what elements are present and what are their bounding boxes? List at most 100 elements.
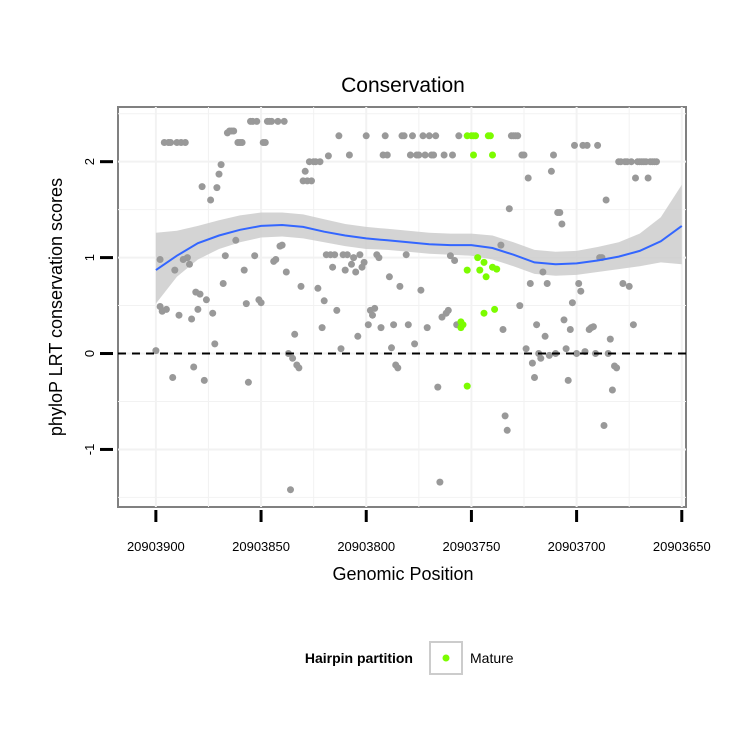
data-point xyxy=(350,254,358,262)
data-point xyxy=(375,254,383,262)
data-point-mature xyxy=(480,309,488,317)
legend-label-mature: Mature xyxy=(470,650,514,666)
data-point xyxy=(200,376,208,384)
data-point xyxy=(268,117,276,125)
data-point xyxy=(543,280,551,287)
data-point xyxy=(295,364,303,372)
data-point xyxy=(575,280,583,287)
data-point xyxy=(362,132,370,140)
x-tick-label: 20903850 xyxy=(232,539,290,554)
data-point xyxy=(209,309,217,317)
data-point xyxy=(503,426,511,434)
y-tick-label: 2 xyxy=(82,158,97,165)
data-point-mature xyxy=(470,151,477,159)
data-point xyxy=(314,284,322,292)
smooth-fit-line xyxy=(155,223,683,271)
data-point xyxy=(436,478,444,486)
data-point xyxy=(388,344,395,352)
data-point xyxy=(352,268,360,276)
data-point xyxy=(217,161,225,169)
data-point xyxy=(240,266,248,274)
data-point xyxy=(520,151,528,159)
data-point xyxy=(564,376,572,384)
data-point xyxy=(280,117,288,125)
x-tick-label: 20903750 xyxy=(443,539,501,554)
data-point xyxy=(541,332,549,340)
grid xyxy=(118,107,686,507)
data-point xyxy=(253,117,261,125)
data-point xyxy=(425,132,433,140)
x-axis: 20903900 20903850 20903800 20903750 20903700… xyxy=(127,510,711,554)
data-point xyxy=(556,209,564,216)
x-tick-label: 20903800 xyxy=(337,539,395,554)
data-point-mature xyxy=(457,324,465,332)
data-point xyxy=(449,151,456,159)
data-point-mature xyxy=(463,266,471,274)
data-point xyxy=(501,412,509,420)
data-point xyxy=(537,354,545,362)
data-point xyxy=(411,340,419,348)
data-point xyxy=(331,251,339,259)
data-point xyxy=(171,266,179,274)
y-tick-label: 1 xyxy=(82,254,97,261)
legend-key-mature xyxy=(442,654,450,662)
data-point xyxy=(627,158,635,166)
data-point xyxy=(230,127,238,135)
data-point xyxy=(406,151,414,159)
data-point xyxy=(547,167,555,175)
data-point xyxy=(402,251,410,259)
data-point xyxy=(196,290,204,298)
data-point xyxy=(419,132,427,140)
data-point xyxy=(446,252,454,260)
data-point xyxy=(219,280,227,287)
data-point xyxy=(354,332,362,340)
data-point xyxy=(600,422,608,429)
data-point xyxy=(602,196,610,204)
x-axis-title: Genomic Position xyxy=(332,564,473,584)
data-point xyxy=(221,252,229,260)
data-point-mature xyxy=(476,266,484,274)
data-point xyxy=(301,167,309,175)
data-point-mature xyxy=(491,305,499,313)
data-point xyxy=(297,282,305,290)
data-point xyxy=(571,141,578,149)
data-point-mature xyxy=(472,132,480,140)
data-point-mature xyxy=(486,132,494,140)
data-point xyxy=(451,257,459,264)
data-point xyxy=(573,350,581,357)
data-point xyxy=(215,170,223,178)
data-point xyxy=(539,268,547,276)
data-point-mature xyxy=(480,258,488,266)
data-point xyxy=(211,340,219,348)
data-point xyxy=(568,299,576,307)
data-point xyxy=(329,263,337,271)
data-point xyxy=(385,273,393,281)
data-point xyxy=(202,296,210,304)
data-point-mature xyxy=(463,382,471,390)
data-point xyxy=(190,363,198,371)
data-point xyxy=(417,286,425,294)
data-point xyxy=(653,158,660,166)
data-point xyxy=(444,306,452,314)
y-axis-title: phyloP LRT conservation scores xyxy=(46,178,66,436)
y-tick-label: 0 xyxy=(82,350,97,357)
data-point xyxy=(364,321,372,329)
data-point xyxy=(566,326,574,333)
data-point xyxy=(499,326,507,333)
data-point xyxy=(238,139,246,146)
data-point xyxy=(232,236,240,244)
data-point xyxy=(257,299,265,307)
data-point xyxy=(550,151,557,159)
data-point xyxy=(287,486,294,494)
data-point xyxy=(533,321,541,329)
x-tick-label: 20903700 xyxy=(548,539,606,554)
data-point-mature xyxy=(482,273,490,281)
data-point xyxy=(251,252,259,260)
data-point xyxy=(337,345,345,353)
data-point xyxy=(562,345,570,353)
x-tick-label: 20903650 xyxy=(653,539,711,554)
data-point xyxy=(409,132,416,140)
data-point xyxy=(274,117,282,125)
data-point xyxy=(282,268,290,276)
